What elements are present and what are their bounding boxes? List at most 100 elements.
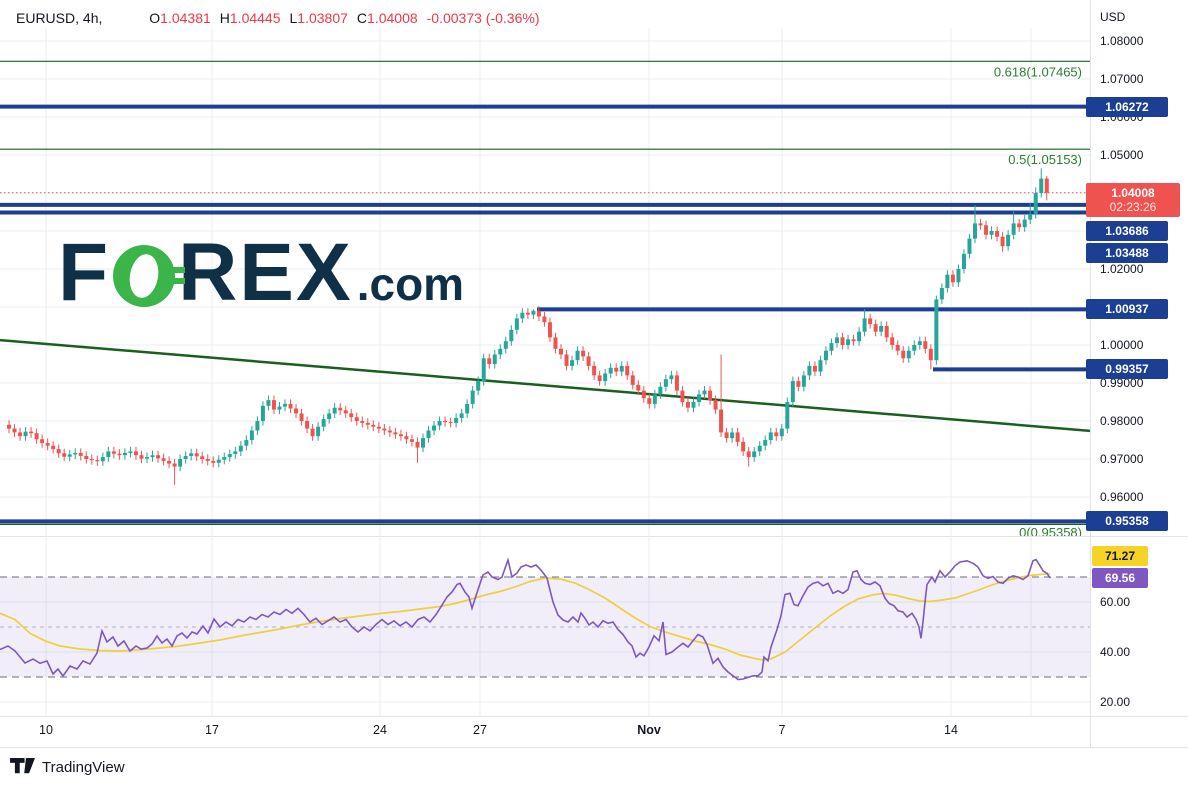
- candle-body: [100, 457, 105, 462]
- watermark-rex: REX: [178, 227, 353, 318]
- candle-body: [890, 337, 895, 345]
- candle-body: [823, 350, 828, 361]
- candle-body: [973, 223, 977, 239]
- candle-body: [365, 422, 370, 425]
- candle-body: [835, 337, 839, 344]
- candle-body: [332, 407, 337, 414]
- rsi-tick-label: 20.00: [1100, 695, 1131, 709]
- candle-body: [128, 451, 133, 453]
- tradingview-branding[interactable]: TradingView: [10, 758, 125, 776]
- candle-body: [542, 316, 547, 323]
- candle-body: [106, 451, 111, 458]
- candle-body: [719, 409, 724, 433]
- interval-label[interactable]: 4h,: [82, 10, 103, 26]
- forex-logo-o-icon: [113, 244, 186, 307]
- candle-body: [78, 452, 83, 456]
- candle-body: [133, 451, 138, 456]
- candle-body: [785, 402, 790, 429]
- candle-body: [961, 253, 966, 269]
- watermark-com: .com: [356, 258, 465, 310]
- time-tick-label: 27: [473, 723, 487, 737]
- candle-body: [884, 326, 889, 338]
- candle-body: [211, 460, 216, 463]
- candle-body: [222, 457, 227, 460]
- price-tick-label: 1.07000: [1100, 72, 1144, 86]
- candle-body: [189, 453, 194, 456]
- candle-body: [233, 451, 238, 455]
- rsi-line: [0, 557, 1051, 681]
- rsi-value-badge: 69.56: [1092, 568, 1148, 589]
- candle-body: [514, 318, 519, 330]
- candle-body: [481, 358, 486, 382]
- candle-body: [238, 445, 243, 452]
- candle-body: [299, 413, 304, 421]
- candle-body: [271, 400, 276, 410]
- candle-body: [939, 288, 944, 300]
- candle-body: [459, 413, 464, 418]
- close-value: 1.04008: [367, 10, 418, 26]
- candle-body: [139, 455, 144, 459]
- candle-body: [476, 381, 481, 391]
- candle-body: [67, 454, 72, 457]
- candle-body: [354, 417, 359, 421]
- bar-countdown: 02:23:26: [1109, 199, 1157, 214]
- candle-body: [470, 390, 475, 404]
- candle-body: [426, 430, 431, 439]
- candle-body: [283, 403, 287, 407]
- candle-body: [338, 407, 343, 411]
- candle-body: [503, 341, 508, 349]
- low-value: 1.03807: [297, 10, 348, 26]
- candle-body: [895, 345, 900, 351]
- time-tick-label: 24: [373, 723, 387, 737]
- candle-body: [40, 439, 45, 444]
- candle-body: [89, 459, 94, 461]
- candle-body: [945, 274, 950, 288]
- candle-body: [636, 384, 641, 391]
- candle-body: [409, 439, 414, 442]
- candle-body: [547, 322, 552, 338]
- time-tick-label: Nov: [637, 723, 661, 737]
- level-price-badge: 1.03686: [1086, 220, 1168, 241]
- candle-body: [178, 459, 183, 467]
- candle-body: [172, 463, 177, 467]
- candle-body: [857, 331, 862, 342]
- symbol-name[interactable]: EURUSD,: [16, 10, 80, 26]
- candle-body: [685, 402, 690, 408]
- candle-body: [23, 431, 28, 437]
- candle-body: [1028, 213, 1033, 220]
- candle-body: [603, 373, 608, 382]
- candle-body: [614, 367, 619, 372]
- candle-body: [995, 231, 1000, 237]
- last-price-badge: 1.04008 02:23:26: [1086, 182, 1180, 217]
- candle-body: [194, 453, 199, 457]
- candle-body: [967, 238, 972, 254]
- trendline: [0, 338, 1090, 433]
- candle-body: [117, 453, 122, 456]
- price-tick-label: 0.99000: [1100, 376, 1144, 390]
- level-price-badge: 1.06272: [1086, 96, 1168, 117]
- candle-body: [774, 432, 779, 437]
- candle-body: [708, 390, 713, 401]
- candle-body: [669, 375, 674, 380]
- price-tick-label: 0.96000: [1100, 490, 1144, 504]
- candle-body: [553, 337, 558, 349]
- candle-body: [608, 367, 613, 374]
- candle-body: [658, 386, 663, 395]
- pane-separator[interactable]: [0, 536, 1188, 537]
- rsi-value-badge: 71.27: [1092, 546, 1148, 567]
- tradingview-logo-text: TradingView: [42, 758, 125, 776]
- candle-body: [536, 310, 541, 317]
- candle-body: [249, 430, 254, 440]
- chart-canvas[interactable]: 0.618(1.07465) 0.5(1.05153) 0(0.95358): [0, 0, 1090, 716]
- high-label: H: [219, 10, 230, 26]
- candle-body: [387, 430, 392, 433]
- candle-body: [437, 421, 442, 426]
- candle-body: [796, 381, 801, 387]
- candle-body: [310, 428, 315, 437]
- candle-body: [570, 360, 575, 366]
- candle-body: [321, 419, 326, 427]
- candle-body: [592, 365, 597, 376]
- price-tick-label: 1.05000: [1100, 148, 1144, 162]
- price-tick-label: 0.97000: [1100, 452, 1144, 466]
